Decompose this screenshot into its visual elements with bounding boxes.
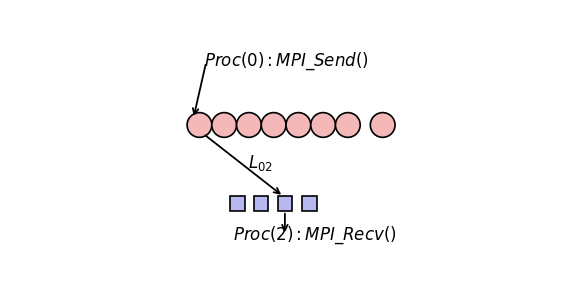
Bar: [278, 197, 292, 211]
Circle shape: [311, 113, 335, 137]
Text: $L_{02}$: $L_{02}$: [248, 153, 273, 173]
Circle shape: [187, 113, 212, 137]
Circle shape: [237, 113, 261, 137]
Text: $Proc(2):MPI\_Recv()$: $Proc(2):MPI\_Recv()$: [233, 225, 397, 246]
Circle shape: [261, 113, 286, 137]
Bar: [302, 197, 317, 211]
Circle shape: [212, 113, 237, 137]
Circle shape: [370, 113, 395, 137]
Circle shape: [335, 113, 360, 137]
Bar: [254, 197, 269, 211]
Bar: [230, 197, 245, 211]
Circle shape: [286, 113, 311, 137]
Text: $Proc(0):MPI\_Send()$: $Proc(0):MPI\_Send()$: [204, 51, 369, 72]
